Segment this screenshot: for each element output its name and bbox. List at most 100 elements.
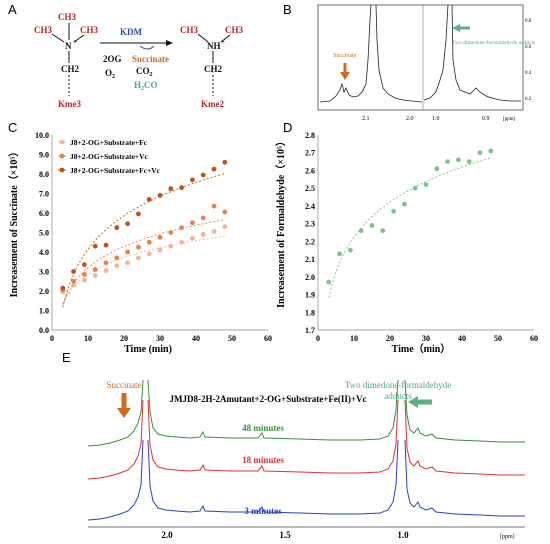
legend-label: J8+2-OG+Substrate+Vc	[70, 152, 148, 161]
data-point	[337, 251, 342, 257]
kme2-structure: CH3 CH3 NH + CH2 Kme2	[180, 25, 244, 109]
data-point	[146, 196, 152, 202]
data-point	[136, 255, 141, 261]
data-point	[114, 255, 120, 261]
panel-c: C 0.0 1.0 2.0 3.0 4.0 5.0 6.0 7.0 8.0 9.0 10.0 0 10 2…	[7, 120, 272, 355]
svg-text:0.2: 0.2	[525, 97, 532, 102]
x-tick-label: 30	[422, 334, 430, 343]
y-tick-label: 5.0	[39, 229, 49, 238]
y-tick-label: 2.5	[305, 184, 315, 193]
legend-label: J8+2-OG+Substrate+Fc	[70, 138, 148, 147]
data-point	[200, 172, 206, 178]
y-tick-label: 0.0	[39, 326, 49, 335]
trace-label-3min: 3 minutes	[244, 506, 282, 516]
e-condition: JMJD8-2H-2Amutant+2-OG+Substrate+Fe(II)+…	[170, 394, 367, 404]
data-point	[423, 182, 429, 188]
data-point	[402, 201, 407, 207]
data-point	[434, 166, 440, 172]
kme3-ch3-top: CH3	[58, 12, 77, 22]
legend-label: J8+2-OG+Substrate+Fc+Vc	[70, 166, 161, 175]
data-point	[82, 272, 87, 277]
x-tick-label: 0	[50, 334, 54, 343]
y-tick-label: 2.3	[305, 220, 315, 229]
data-point	[146, 239, 152, 245]
data-point	[71, 282, 76, 288]
data-point	[179, 239, 185, 245]
y-tick-label: 1.9	[305, 291, 315, 300]
data-point	[369, 223, 375, 228]
trend-line-0	[328, 157, 491, 298]
svg-text:0.8: 0.8	[525, 19, 532, 24]
panel-a: A CH3 CH3 CH3 N + CH2 Kme3 KDM 2OG O2 Su…	[8, 2, 244, 109]
data-point	[326, 279, 332, 285]
kme2-bonds	[197, 33, 231, 96]
b-xtick-0-9: 0.9	[482, 116, 490, 122]
data-point	[200, 215, 206, 221]
panel-a-letter: A	[8, 2, 17, 17]
e-xtick-2-0: 2.0	[161, 530, 173, 540]
data-point	[200, 232, 206, 237]
data-point	[348, 247, 353, 253]
x-tick-label: 10	[84, 334, 92, 343]
chart-d-axes: 1.7 1.8 1.9 2.0 2.1 2.2 2.3 2.4 2.5 2.6 2.7 2.8 0 10 2…	[305, 131, 538, 343]
data-point	[211, 166, 217, 172]
data-point	[82, 277, 87, 283]
x-tick-label: 60	[530, 334, 538, 343]
nmr-trace-18min	[87, 399, 525, 480]
data-point	[92, 243, 98, 249]
data-point	[190, 235, 195, 241]
y-tick-label: 2.0	[305, 273, 315, 282]
data-point	[103, 242, 109, 248]
y-tick-label: 4.0	[39, 248, 49, 257]
data-point	[82, 262, 87, 268]
trend-line-0	[62, 235, 225, 304]
data-point	[114, 263, 120, 269]
panel-b: B Succinate Two dimedone-formaldehyde ad…	[283, 2, 535, 122]
panel-c-letter: C	[8, 120, 17, 135]
e-adduct-label-2: adducts	[384, 391, 412, 401]
b-yticks: 0.8 0.6 0.4 0.2	[525, 19, 532, 102]
data-point	[179, 185, 185, 191]
y-tick-label: 7.0	[39, 190, 49, 199]
data-point	[445, 159, 450, 164]
svg-text:0.6: 0.6	[525, 45, 532, 50]
data-point	[168, 230, 174, 235]
panel-d-letter: D	[283, 120, 292, 135]
svg-text:0.4: 0.4	[525, 71, 532, 76]
data-point	[157, 234, 163, 240]
chart-c-ylabel: Increasement of Succinate（×10⁵）	[7, 147, 20, 298]
data-point	[179, 225, 185, 231]
data-point	[211, 229, 217, 234]
data-point	[125, 221, 130, 227]
panel-e-letter: E	[62, 350, 71, 365]
y-tick-label: 1.7	[305, 326, 315, 335]
chart-d-marks	[326, 148, 494, 298]
b-adduct-label: Two dimedone-formaldehyde adducts	[452, 39, 535, 46]
data-point	[157, 193, 163, 198]
reaction-arrow: KDM 2OG O2 Succinate CO2 H2CO	[100, 27, 173, 92]
kme2-label: Kme2	[201, 99, 224, 109]
y-tick-label: 1.8	[305, 308, 315, 317]
x-tick-label: 40	[458, 334, 466, 343]
kme2-ch3-left: CH3	[180, 25, 199, 35]
nmr-b-trace-right	[423, 4, 521, 102]
data-point	[190, 220, 195, 226]
x-tick-label: 50	[228, 334, 236, 343]
chart-d-xlabel: Time（min）	[392, 342, 451, 355]
data-point	[125, 260, 130, 266]
nmr-b-frame	[317, 4, 524, 111]
y-tick-label: 2.2	[305, 237, 315, 246]
b-xtick-1-0: 1.0	[432, 116, 440, 122]
y-tick-label: 10.0	[35, 131, 49, 140]
b-unit: [ppm]	[503, 117, 516, 122]
y-tick-label: 6.0	[39, 209, 49, 218]
nmr-b-trace-left	[319, 4, 423, 103]
data-point	[190, 177, 195, 183]
trend-line-1	[62, 219, 225, 305]
kme2-ch2: CH2	[204, 64, 223, 74]
chart-c-xlabel: Time (min)	[124, 344, 172, 355]
kme3-ch2: CH2	[61, 64, 80, 74]
x-tick-label: 10	[350, 334, 358, 343]
y-tick-label: 2.6	[305, 166, 315, 175]
